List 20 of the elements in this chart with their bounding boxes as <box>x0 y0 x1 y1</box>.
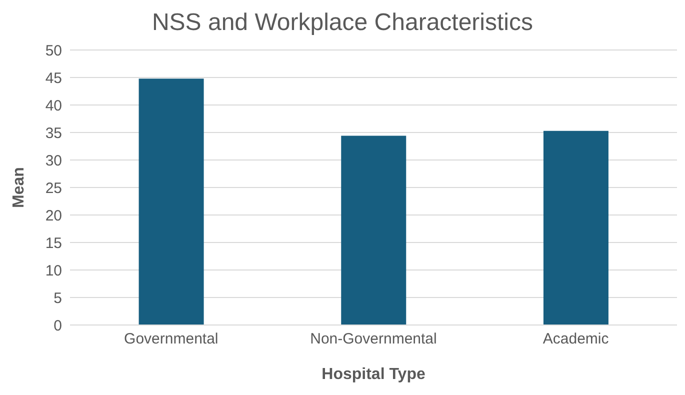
y-tick-label: 45 <box>45 70 62 87</box>
y-tick-label: 15 <box>45 234 62 252</box>
x-tick-label: Non-Governmental <box>310 330 437 348</box>
bar <box>543 130 608 325</box>
y-tick-label: 20 <box>45 207 62 224</box>
y-tick-label: 35 <box>45 124 62 142</box>
y-tick-label: 40 <box>45 97 62 114</box>
y-tick-label: 30 <box>45 152 62 170</box>
chart-title: NSS and Workplace Characteristics <box>150 8 534 38</box>
y-tick-label: 5 <box>54 290 62 307</box>
y-tick-label: 50 <box>45 42 62 60</box>
y-tick-label: 10 <box>45 262 62 280</box>
bar <box>341 136 406 325</box>
x-axis-title: Hospital Type <box>322 366 426 383</box>
y-axis-title: Mean <box>10 167 28 208</box>
y-tick-label: 0 <box>54 317 62 334</box>
bar <box>138 78 204 325</box>
y-tick-label: 25 <box>45 180 62 197</box>
x-tick-label: Governmental <box>124 330 218 348</box>
x-tick-label: Academic <box>542 330 610 348</box>
